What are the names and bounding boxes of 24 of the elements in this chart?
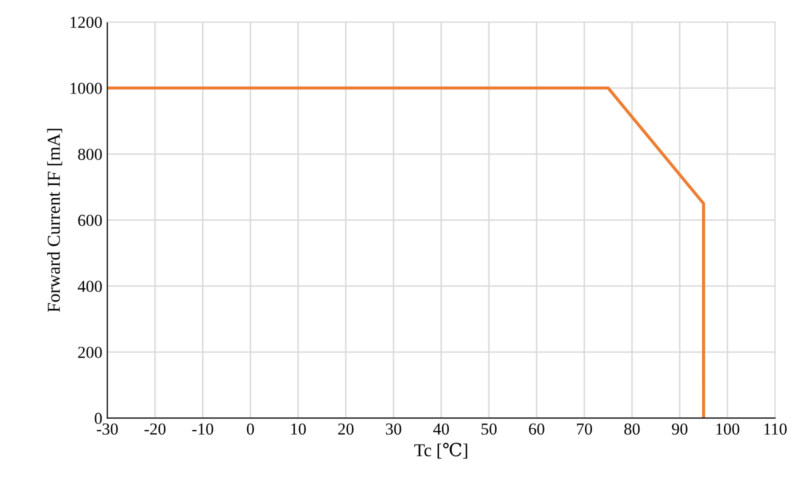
x-tick-label: 70: [577, 423, 592, 435]
y-tick-label: 800: [78, 148, 102, 160]
x-tick-label: -20: [144, 423, 166, 435]
y-tick-label: 1200: [70, 16, 102, 28]
x-tick-label: 0: [246, 423, 254, 435]
x-tick-label: 50: [482, 423, 497, 435]
x-tick-label: 100: [716, 423, 740, 435]
x-tick-label: 90: [672, 423, 688, 435]
x-tick-label: -30: [96, 423, 118, 435]
x-tick-label: 40: [433, 423, 449, 435]
x-tick-label: -10: [192, 423, 214, 435]
x-tick-label: 30: [386, 423, 402, 435]
y-tick-label: 400: [78, 280, 102, 292]
y-tick-label: 1000: [70, 82, 102, 94]
x-tick-label: 60: [529, 423, 544, 435]
x-tick-label: 80: [624, 423, 640, 435]
y-tick-label: 0: [94, 412, 102, 424]
x-tick-label: 20: [338, 423, 354, 435]
x-tick-label: 10: [291, 423, 306, 435]
y-axis-title: Forward Current IF [mA]: [47, 128, 62, 312]
y-tick-label: 200: [78, 346, 102, 358]
y-tick-label: 600: [78, 214, 102, 226]
x-tick-label: 110: [764, 423, 787, 435]
x-axis-title: Tc [℃]: [414, 442, 468, 459]
